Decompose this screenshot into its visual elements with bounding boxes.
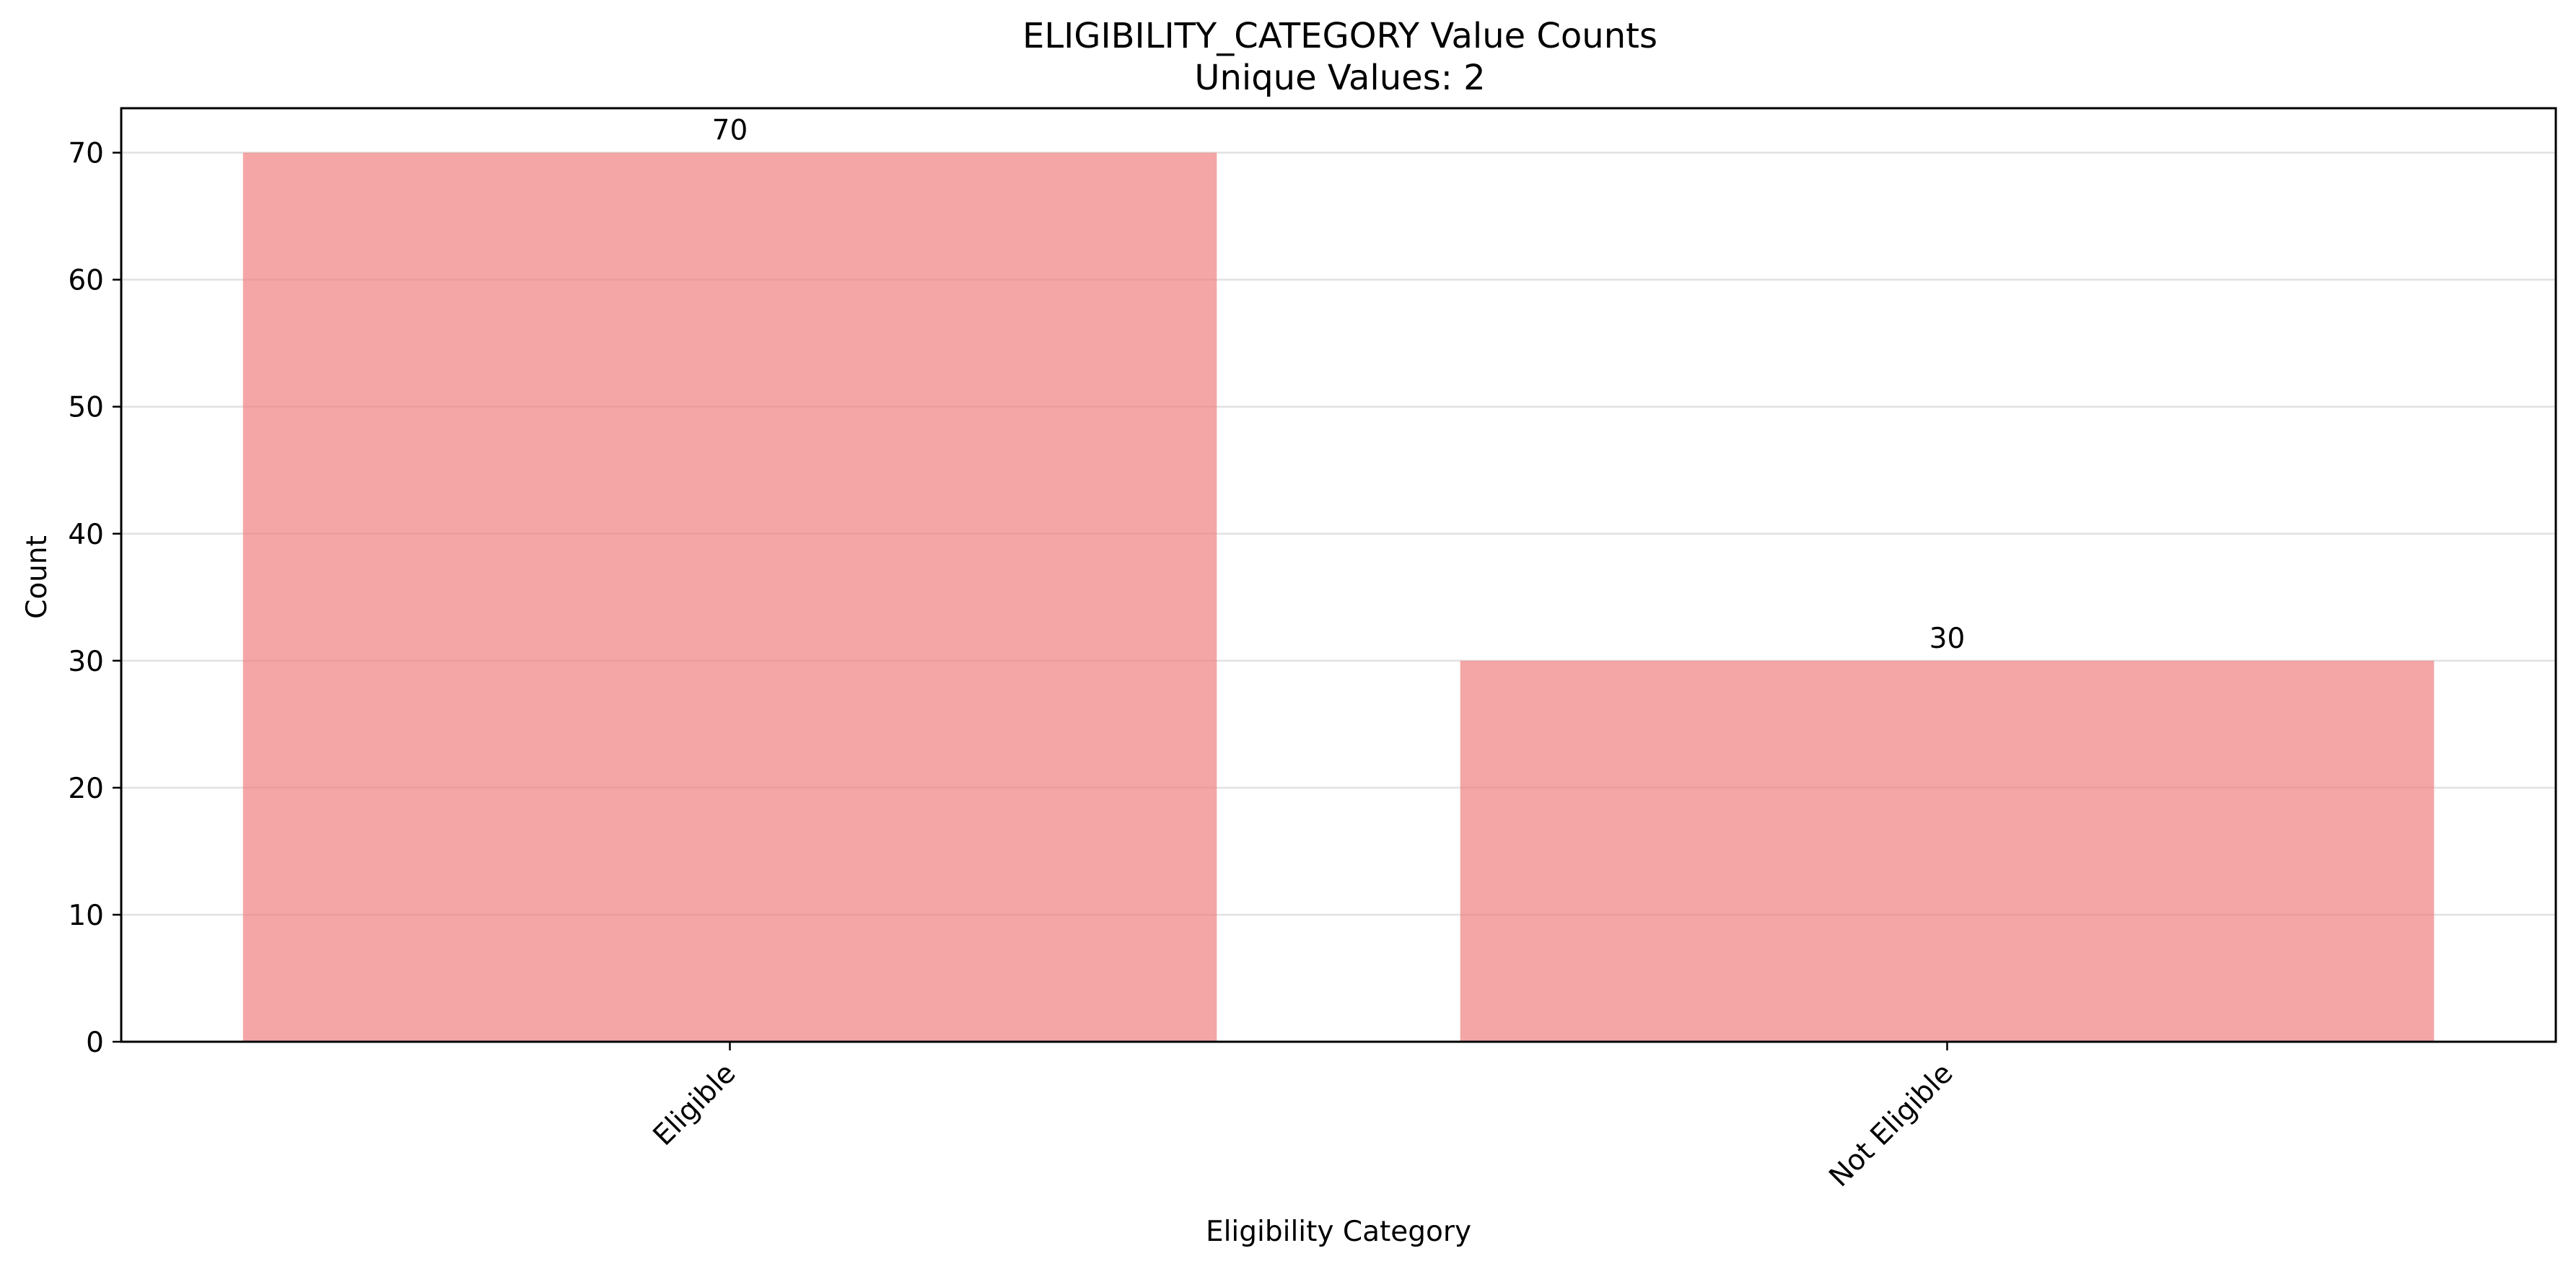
x-axis-ticks: Eligible Not Eligible bbox=[647, 1042, 1960, 1193]
bar-not-eligible bbox=[1460, 660, 2435, 1042]
chart-subtitle: Unique Values: 2 bbox=[1194, 58, 1485, 98]
data-label: 30 bbox=[1929, 623, 1966, 655]
y-tick-label: 30 bbox=[68, 646, 104, 678]
data-label: 70 bbox=[712, 115, 748, 147]
y-tick-label: 70 bbox=[68, 138, 104, 170]
x-tick-label: Not Eligible bbox=[1823, 1057, 1960, 1193]
y-tick-label: 10 bbox=[68, 900, 104, 932]
y-tick-label: 40 bbox=[68, 519, 104, 551]
y-tick-label: 0 bbox=[86, 1027, 104, 1059]
data-labels: 70 30 bbox=[712, 115, 1966, 655]
plot-area-frame bbox=[120, 107, 2557, 1043]
x-axis-label: Eligibility Category bbox=[1206, 1216, 1471, 1248]
y-axis-label: Count bbox=[21, 535, 53, 619]
chart-title: ELIGIBILITY_CATEGORY Value Counts bbox=[1022, 16, 1657, 56]
y-axis-ticks: 0 10 20 30 40 50 60 70 bbox=[68, 138, 121, 1059]
y-tick-label: 50 bbox=[68, 392, 104, 424]
bar-eligible bbox=[242, 152, 1217, 1042]
x-tick-label: Eligible bbox=[647, 1057, 742, 1152]
bars bbox=[242, 152, 2435, 1042]
y-tick-label: 20 bbox=[68, 773, 104, 805]
y-tick-label: 60 bbox=[68, 265, 104, 297]
